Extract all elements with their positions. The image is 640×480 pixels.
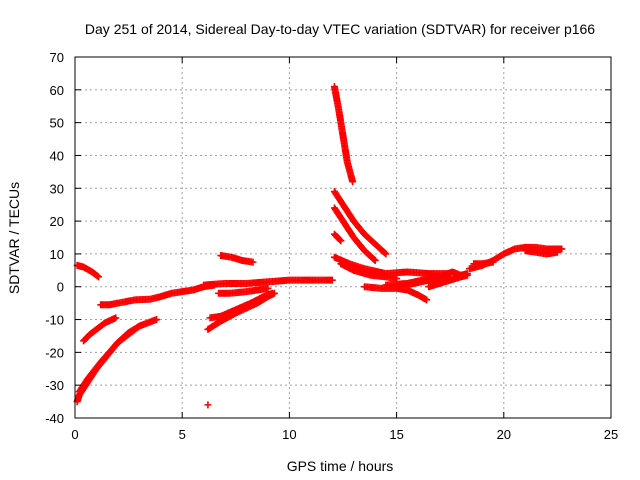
series-arc-3 xyxy=(73,322,143,406)
data-point xyxy=(423,296,431,304)
grid xyxy=(75,57,611,418)
x-tick-label: 5 xyxy=(179,427,186,442)
x-axis-label: GPS time / hours xyxy=(287,458,394,474)
series-arc-12 xyxy=(330,83,357,186)
y-tick-label: -40 xyxy=(45,411,64,426)
data-point xyxy=(264,284,272,292)
data-point xyxy=(463,270,471,278)
data-point xyxy=(553,248,561,256)
y-tick-label: -20 xyxy=(45,345,64,360)
series-arc-14 xyxy=(330,204,379,264)
series-arc-17 xyxy=(337,260,401,283)
y-tick-label: 0 xyxy=(57,280,64,295)
series-arc-9 xyxy=(206,289,276,322)
data-point xyxy=(371,256,379,264)
data-point xyxy=(134,323,142,331)
y-tick-label: 70 xyxy=(50,50,64,65)
y-tick-label: -30 xyxy=(45,378,64,393)
y-tick-label: 10 xyxy=(50,247,64,262)
series-arc-24 xyxy=(470,258,497,268)
x-tick-label: 20 xyxy=(497,427,511,442)
series-arc-18 xyxy=(360,283,431,304)
y-tick-label: 40 xyxy=(50,148,64,163)
x-tick-label: 10 xyxy=(282,427,296,442)
data-point xyxy=(268,289,276,297)
axis-ticks: 0 5 10 15 20 25 -40 -30 -20 -10 0 10 20 30 40 50 60 70 xyxy=(45,50,618,442)
data-point xyxy=(370,255,378,263)
series-arc-5 xyxy=(97,281,218,309)
data-point xyxy=(152,316,160,324)
x-tick-label: 0 xyxy=(71,427,78,442)
data-point xyxy=(382,250,390,258)
data-point xyxy=(95,273,103,281)
data-series xyxy=(73,83,566,409)
data-point xyxy=(204,401,212,409)
series-arc-13 xyxy=(330,188,390,258)
series-arc-4 xyxy=(80,314,120,345)
y-tick-label: 60 xyxy=(50,83,64,98)
series-arc-10 xyxy=(200,276,336,289)
series-arc-7 xyxy=(217,252,257,266)
data-point xyxy=(558,245,566,253)
data-point xyxy=(328,276,336,284)
data-point xyxy=(381,249,389,257)
data-point xyxy=(349,178,357,186)
plot-frame xyxy=(74,56,612,419)
chart-title: Day 251 of 2014, Sidereal Day-to-day VTE… xyxy=(85,21,595,37)
series-arc-1 xyxy=(73,261,103,281)
series-arc-6 xyxy=(215,284,272,297)
data-point xyxy=(337,237,345,245)
series-arc-22 xyxy=(440,268,471,279)
x-tick-label: 15 xyxy=(389,427,403,442)
y-tick-label: -10 xyxy=(45,313,64,328)
data-point xyxy=(489,258,497,266)
data-point xyxy=(135,322,143,330)
y-axis-label: SDTVAR / TECUs xyxy=(6,182,22,294)
x-tick-label: 25 xyxy=(604,427,618,442)
y-tick-label: 20 xyxy=(50,214,64,229)
series-arc-15 xyxy=(330,230,345,245)
data-point xyxy=(112,314,120,322)
series-arc-11 xyxy=(204,401,212,409)
data-point xyxy=(94,272,102,280)
y-tick-label: 30 xyxy=(50,181,64,196)
data-point xyxy=(249,258,257,266)
data-point xyxy=(336,236,344,244)
y-tick-label: 50 xyxy=(50,116,64,131)
series-arc-25 xyxy=(521,247,561,258)
series-arc-21 xyxy=(425,271,471,291)
